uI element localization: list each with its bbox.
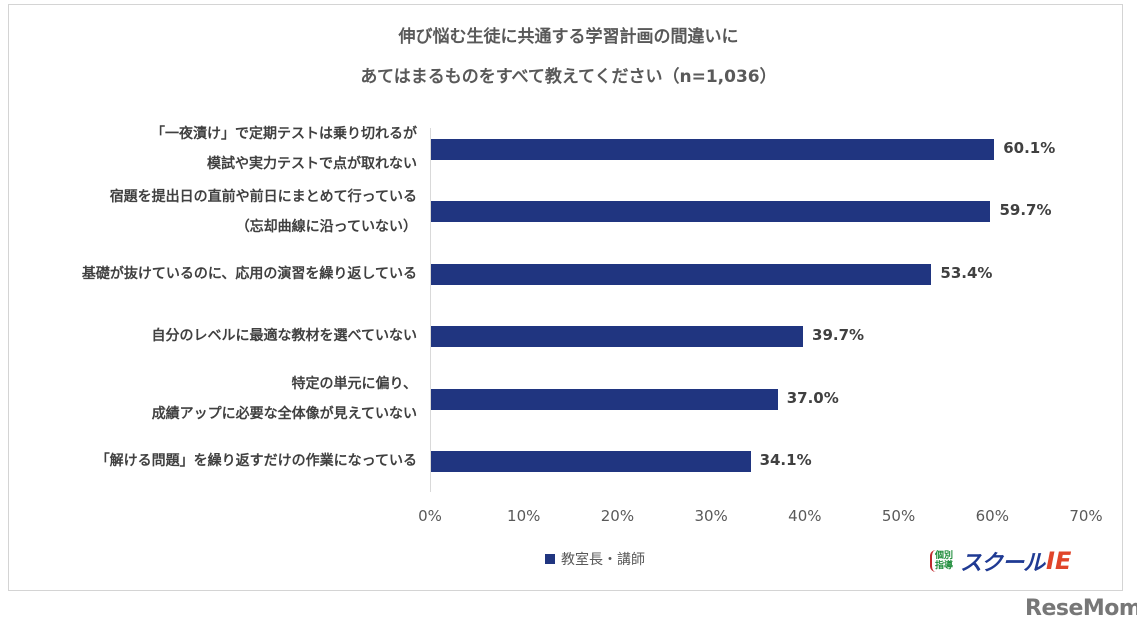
bar — [431, 200, 991, 222]
logo-badge-line: 個別 — [935, 551, 954, 561]
legend: 教室長・講師 — [545, 549, 645, 569]
value-label: 53.4% — [940, 264, 993, 282]
category-label-1: 「一夜漬け」で定期テストは乗り切れるが 模試や実力テストで点が取れない — [151, 119, 417, 179]
logo-ie-text: IE — [1046, 547, 1072, 575]
category-label-line: 「解ける問題」を繰り返すだけの作業になっている — [95, 453, 417, 469]
bar — [431, 138, 995, 160]
category-label-line: （忘却曲線に沿っていない） — [235, 219, 417, 235]
category-label-2: 宿題を提出日の直前や前日にまとめて行っている （忘却曲線に沿っていない） — [110, 182, 417, 242]
x-tick-label: 60% — [975, 507, 1009, 525]
category-label-line: 「一夜漬け」で定期テストは乗り切れるが — [151, 126, 417, 142]
category-axis-line — [430, 128, 431, 492]
school-ie-logo: 個別 指導 スクール IE — [930, 545, 1071, 577]
category-label-4: 自分のレベルに最適な教材を選べていない — [152, 321, 417, 351]
category-label-6: 「解ける問題」を繰り返すだけの作業になっている — [96, 446, 417, 476]
legend-label: 教室長・講師 — [561, 552, 645, 568]
chart-title-line-1: 伸び悩む生徒に共通する学習計画の間違いに — [398, 27, 739, 47]
category-label-5: 特定の単元に偏り、 成績アップに必要な全体像が見えていない — [152, 369, 417, 429]
chart-frame — [8, 4, 1123, 591]
bar — [431, 325, 804, 347]
category-label-line: 宿題を提出日の直前や前日にまとめて行っている — [109, 189, 417, 205]
value-label: 39.7% — [812, 326, 865, 344]
value-label: 34.1% — [759, 451, 812, 469]
category-label-line: 基礎が抜けているのに、応用の演習を繰り返している — [81, 266, 417, 282]
value-label: 37.0% — [786, 389, 839, 407]
x-tick-label: 0% — [418, 507, 442, 525]
x-tick-label: 20% — [600, 507, 635, 525]
legend-swatch-icon — [545, 554, 555, 564]
bar — [431, 388, 778, 410]
category-label-line: 模試や実力テストで点が取れない — [207, 156, 417, 172]
chart-title-line-2: あてはまるものをすべて教えてください（n=1,036） — [360, 67, 777, 87]
value-label: 60.1% — [1003, 139, 1056, 157]
category-label-line: 成績アップに必要な全体像が見えていない — [151, 406, 417, 422]
value-label: 59.7% — [999, 201, 1052, 219]
resemom-watermark: ReseMom — [1025, 596, 1137, 621]
category-label-3: 基礎が抜けているのに、応用の演習を繰り返している — [82, 259, 417, 289]
x-tick-label: 40% — [788, 507, 822, 525]
logo-badge-line: 指導 — [935, 561, 954, 571]
logo-main-text: スクール — [960, 551, 1045, 576]
x-tick-label: 50% — [881, 507, 916, 525]
kobetsu-shidou-badge-icon: 個別 指導 — [930, 550, 956, 572]
bar — [431, 263, 932, 285]
category-label-line: 特定の単元に偏り、 — [291, 376, 417, 392]
x-tick-label: 70% — [1069, 507, 1103, 525]
x-tick-label: 30% — [694, 507, 728, 525]
bar — [431, 450, 751, 472]
category-label-line: 自分のレベルに最適な教材を選べていない — [151, 328, 417, 344]
x-tick-label: 10% — [507, 507, 541, 525]
